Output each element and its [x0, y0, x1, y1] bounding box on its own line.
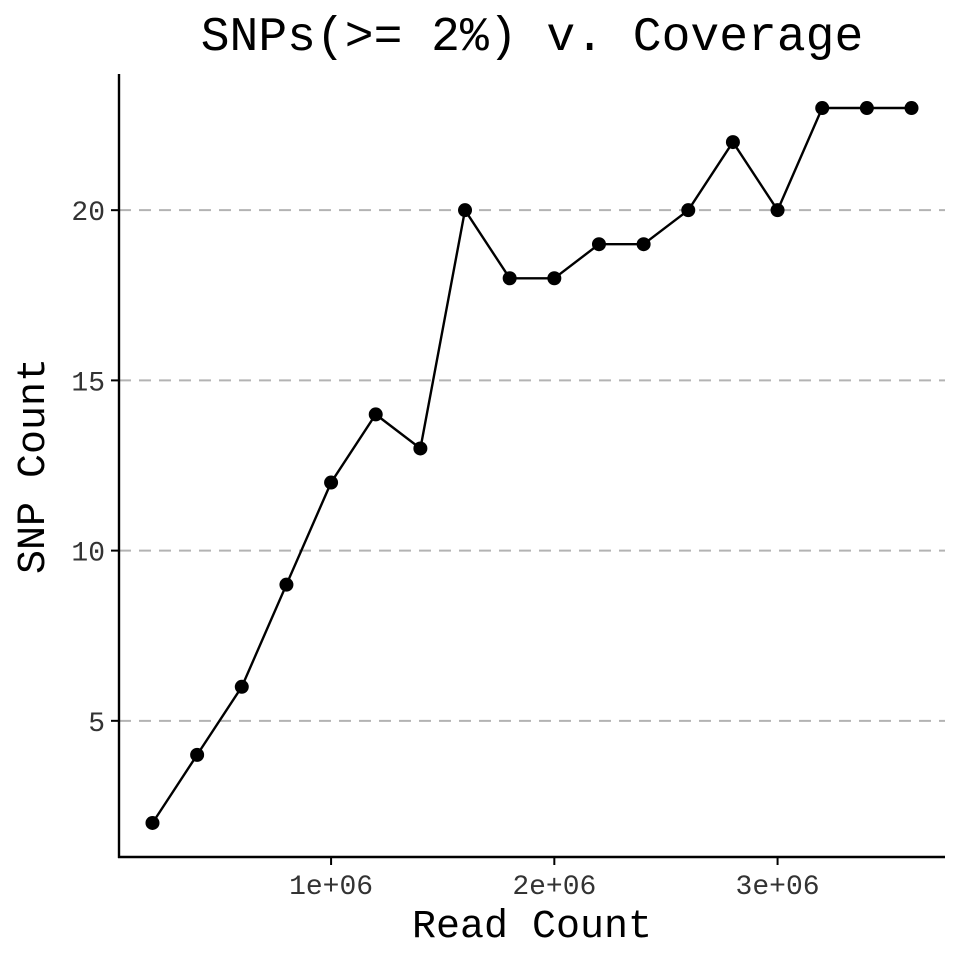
- axes: [117, 74, 945, 859]
- y-tick-label: 5: [88, 709, 105, 740]
- y-tick-label: 10: [71, 539, 105, 570]
- data-point: [636, 237, 651, 252]
- y-axis-title: SNP Count: [12, 358, 57, 574]
- ticks: 5 10 15 20 1e+06 2e+06 3e+06: [71, 198, 819, 903]
- data-point: [368, 407, 383, 422]
- data-point: [502, 271, 517, 286]
- grid: [119, 209, 945, 722]
- data-point: [190, 747, 205, 762]
- y-tick-label: 15: [71, 368, 105, 399]
- data-point: [413, 441, 428, 456]
- y-tick-label: 20: [71, 198, 105, 229]
- data-point: [547, 271, 562, 286]
- x-tick-label: 3e+06: [736, 872, 820, 903]
- data-point: [859, 101, 874, 116]
- data-point: [815, 101, 830, 116]
- data-point: [279, 577, 294, 592]
- x-tick-label: 2e+06: [512, 872, 596, 903]
- data-point: [681, 203, 696, 218]
- data-point: [324, 475, 339, 490]
- x-tick-label: 1e+06: [289, 872, 373, 903]
- chart-title: SNPs(>= 2%) v. Coverage: [201, 11, 864, 65]
- data-point: [591, 237, 606, 252]
- data-point: [234, 679, 249, 694]
- x-axis-title: Read Count: [412, 905, 652, 950]
- data-point: [904, 101, 919, 116]
- data-point: [145, 815, 160, 830]
- data-point: [458, 203, 473, 218]
- data-point: [770, 203, 785, 218]
- data-point: [725, 135, 740, 150]
- series-line: [151, 106, 912, 824]
- series: [145, 101, 919, 830]
